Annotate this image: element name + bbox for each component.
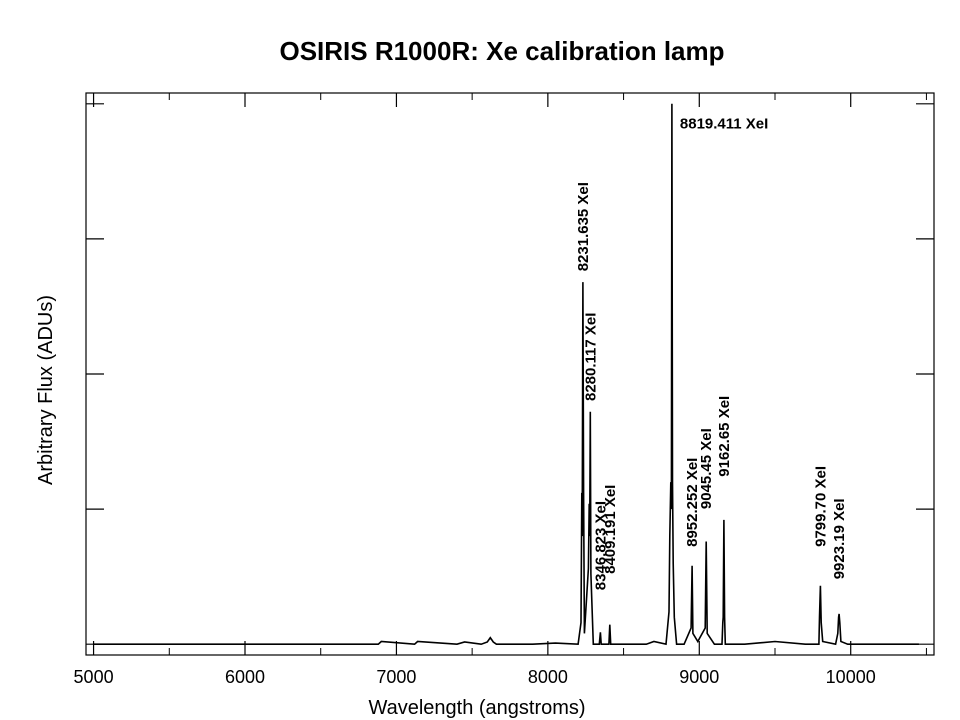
x-tick-label-5: 10000 [826, 667, 876, 687]
line-annotation-4: 8819.411 XeI [680, 116, 768, 133]
x-tick-label-3: 8000 [528, 667, 568, 687]
plot-frame [85, 92, 935, 656]
line-annotation-2: 8346.823 XeI [592, 501, 609, 590]
chart-title: OSIRIS R1000R: Xe calibration lamp [279, 36, 724, 66]
line-annotation-5: 8952.252 XeI [684, 458, 701, 547]
x-tick-label-1: 6000 [225, 667, 265, 687]
x-axis-ticks: 5000 6000 7000 8000 9000 10000 [74, 93, 927, 687]
annotation-layer: 8231.635 XeI 8280.117 XeI 8346.823 XeI8409… [575, 116, 848, 591]
line-annotation-0: 8231.635 XeI [575, 182, 592, 271]
series-layer [93, 103, 919, 646]
y-axis-ticks [86, 103, 934, 645]
x-axis-label: Wavelength (angstroms) [368, 697, 585, 719]
spectrum-line-0 [93, 103, 919, 646]
line-annotation-1: 8280.117 XeI [582, 313, 599, 401]
line-annotation-6: 9045.45 XeI [698, 428, 715, 509]
y-axis-label: Arbitrary Flux (ADUs) [35, 295, 57, 485]
x-tick-label-2: 7000 [376, 667, 416, 687]
x-tick-label-0: 5000 [74, 667, 114, 687]
x-tick-label-4: 9000 [679, 667, 719, 687]
plot-area [85, 92, 935, 656]
line-annotation-7: 9162.65 XeI [716, 396, 733, 477]
line-annotation-3: 8409.191 XeI [602, 485, 619, 574]
line-annotation-8: 9799.70 XeI [812, 466, 829, 547]
line-annotation-9: 9923.19 XeI [831, 498, 848, 579]
